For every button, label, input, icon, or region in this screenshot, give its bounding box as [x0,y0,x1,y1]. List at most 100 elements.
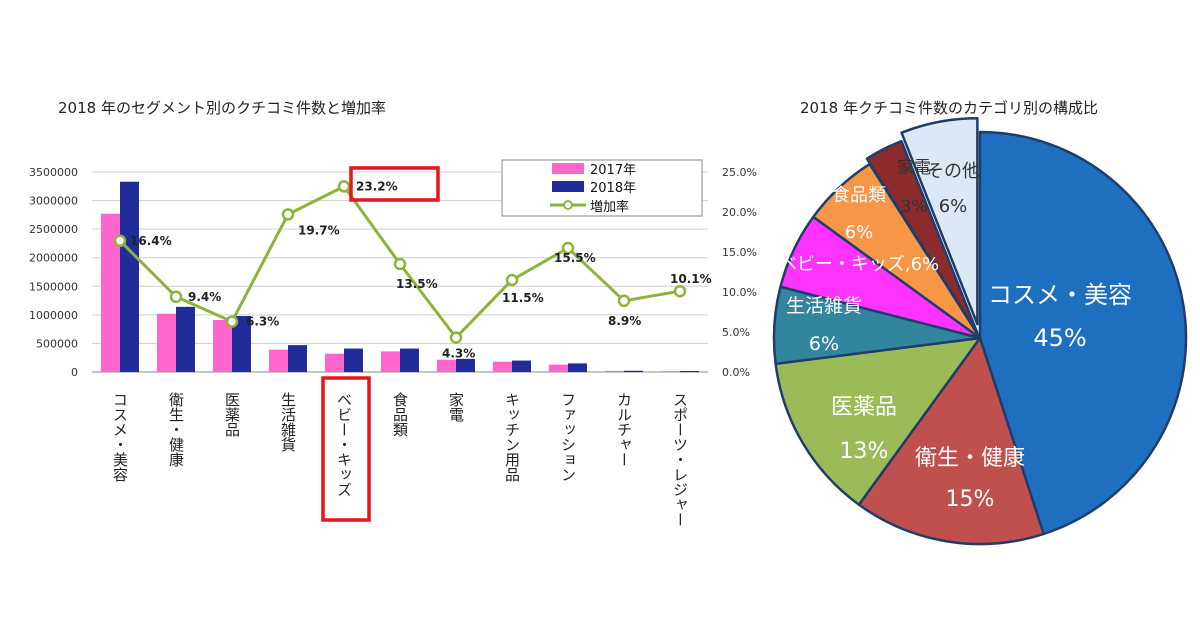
x-tick-label: 食品類 [391,392,409,437]
growth-rate-point [113,234,127,248]
growth-rate-point [169,290,183,304]
bar-2018 [624,370,643,372]
pie-slice-label: ベビー・キッズ,6% [779,254,939,275]
y-left-tick-label: 500000 [36,337,78,350]
bar-2018 [680,371,699,373]
pie-slice [978,130,1188,536]
growth-rate-data-label: 8.9% [608,314,641,328]
growth-rate-data-label: 6.3% [246,315,279,329]
pie-slice-percent: 3% [901,197,928,217]
pie-slice-percent: 6% [845,222,874,243]
growth-rate-data-label: 13.5% [396,277,438,291]
bar-2018 [456,358,475,372]
pie-slice-label: 食品類 [832,185,886,206]
y-left-tick-label: 3500000 [29,166,78,179]
growth-rate-data-label: 23.2% [356,179,398,193]
pie-slice [865,139,979,334]
pie-slice-label: 家電 [897,158,931,178]
highlight-box-baby-kids [321,376,371,522]
bar-2017 [493,361,512,372]
y-right-tick-label: 5.0% [722,326,750,339]
growth-rate-point [393,257,407,271]
pie-slice-label: コスメ・美容 [988,281,1132,309]
bar-2017 [213,320,232,372]
y-right-tick-label: 10.0% [722,286,757,299]
pie-slice-label: その他 [926,161,980,182]
y-right-tick-label: 15.0% [722,246,757,259]
bar-2018 [176,306,195,372]
x-tick-label: ベビー・キッズ [335,392,353,497]
legend-swatch-2018 [552,181,584,192]
pie-slice-percent: 6% [809,333,839,355]
growth-rate-point [337,180,351,193]
bar-2018 [344,348,363,372]
growth-rate-point [505,273,519,287]
bar-2017 [437,359,456,372]
bar-2017 [661,371,680,373]
x-tick-label: キッチン用品 [503,392,521,482]
pie-slice-percent: 15% [946,487,995,512]
pie-slice-label: 医薬品 [831,395,897,420]
growth-rate-data-label: 9.4% [188,290,221,304]
growth-rate-data-label: 11.5% [502,291,544,305]
growth-rate-data-label: 15.5% [554,251,596,265]
bar-2018 [288,345,307,372]
pie-slice-percent: 45% [1033,324,1086,352]
pie-chart: コスメ・美容 45% 衛生・健康 15% 医薬品 13% 生活雑貨 6% ベビー・キッズ,6% 食… [772,116,1188,546]
growth-rate-data-label: 4.3% [442,347,475,361]
legend-swatch-rate-marker [563,200,573,210]
x-tick-label: コスメ・美容 [111,392,129,482]
bar-2017 [101,213,120,372]
bar-2017 [157,313,176,372]
x-axis-labels: コスメ・美容 衛生・健康 医薬品 生活雑貨 ベビー・キッズ 食品類 家電 キッチン用品 ファッシ… [111,392,689,527]
y-left-tick-label: 1000000 [29,309,78,322]
growth-rate-point [225,315,239,328]
growth-rate-data-label: 19.7% [298,223,340,237]
growth-rate-point [281,208,295,221]
x-tick-label: 家電 [447,392,465,422]
bar-2018 [400,348,419,372]
pie-slice-label: 衛生・健康 [915,446,1025,471]
legend-swatch-2017 [552,163,584,174]
growth-rate-point [449,331,463,344]
growth-rate-point [617,294,631,308]
bar-chart-title: 2018 年のセグメント別のクチコミ件数と増加率 [58,99,386,117]
y-left-tick-label: 2000000 [29,252,78,265]
legend-label-2018: 2018年 [590,181,636,196]
growth-rate-labels: 16.4% 9.4% 6.3% 19.7% 23.2% 13.5% 4.3% 11.5% 15.… [130,179,712,360]
bar-2017 [269,349,288,372]
legend-label-2017: 2017年 [590,163,636,178]
growth-rate-data-label: 16.4% [130,234,172,248]
y-right-tick-label: 20.0% [722,206,757,219]
y-left-tick-label: 1500000 [29,280,78,293]
bar-2017 [381,351,400,372]
pie-chart-title: 2018 年クチコミ件数のカテゴリ別の構成比 [800,99,1098,117]
y-axis-left: 0 500000 1000000 1500000 2000000 2500000 30000… [29,166,78,379]
bar-2018 [568,363,587,372]
x-tick-label: カルチャー [615,392,633,467]
bar-2017 [605,370,624,372]
legend-box [501,159,703,217]
x-tick-label: 医薬品 [223,392,241,437]
x-tick-label: 衛生・健康 [167,392,185,467]
pie-slice [774,336,982,506]
growth-rate-point [561,241,575,255]
bar-2018 [232,316,251,372]
x-tick-label: ファッション [559,392,577,482]
bar-2017 [549,364,568,372]
legend-label-rate: 増加率 [590,199,629,215]
y-left-tick-label: 2500000 [29,223,78,236]
x-tick-label: スポーツ・レジャー [671,392,689,527]
bar-2018 [120,181,139,372]
pie-slice-label: 生活雑貨 [786,295,862,317]
x-tick-label: 生活雑貨 [279,392,297,452]
pie-slice [857,336,1045,546]
pie-slice [900,116,979,326]
pie-slice-percent: 13% [840,439,889,464]
highlight-boxes [321,166,440,522]
y-right-tick-label: 25.0% [722,166,757,179]
highlight-box-23-2 [349,166,440,202]
bars [101,181,699,373]
